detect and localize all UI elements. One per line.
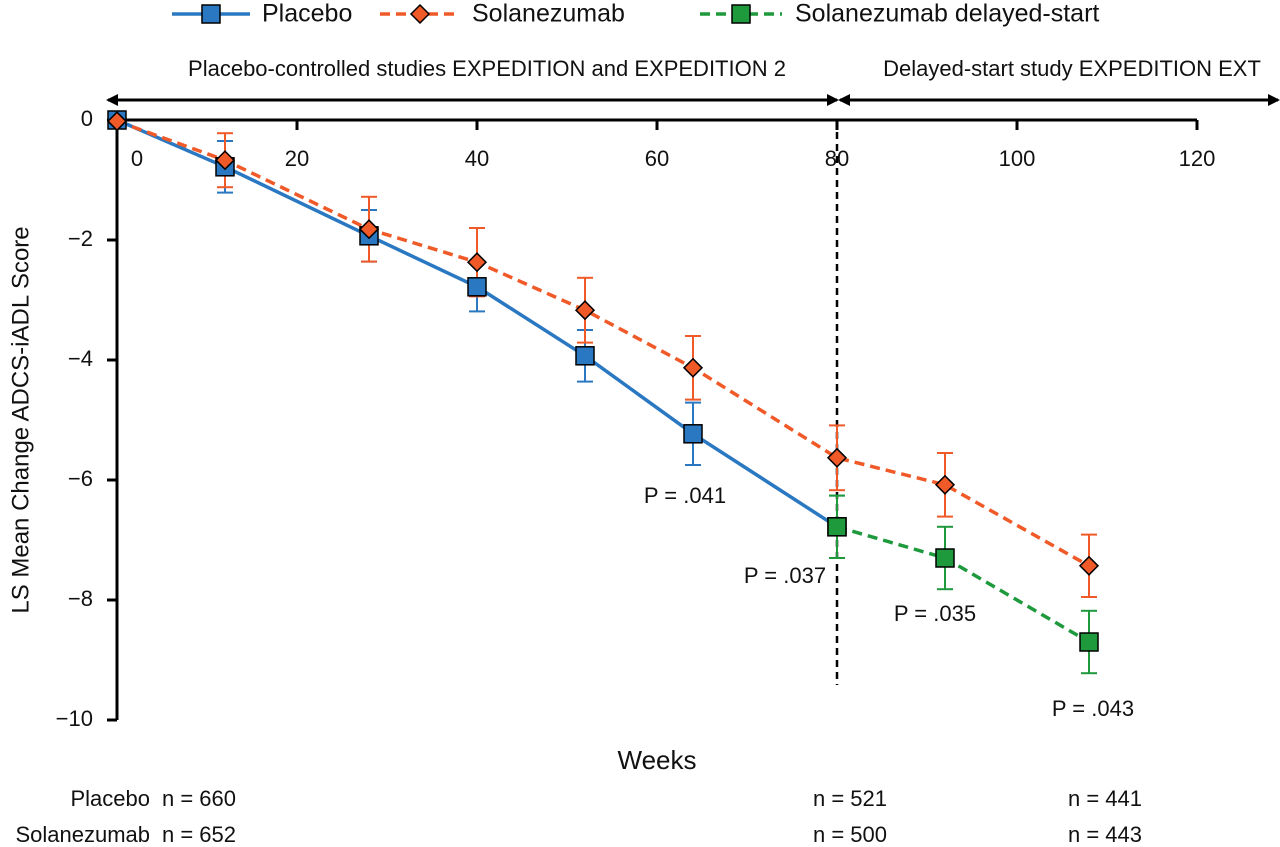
x-tick-label: 20	[285, 146, 309, 171]
y-tick-label: −8	[68, 586, 93, 611]
n-cell: n = 443	[1068, 822, 1142, 847]
marker	[826, 447, 848, 468]
legend-label: Solanezumab	[472, 0, 625, 28]
y-tick-label: −6	[68, 466, 93, 491]
y-tick-label: −4	[68, 346, 93, 371]
x-tick-label: 60	[645, 146, 669, 171]
marker	[683, 424, 703, 444]
x-tick-label: 0	[131, 146, 143, 171]
legend-label: Placebo	[262, 0, 352, 28]
p-value-annotation: P = .041	[644, 483, 726, 508]
marker	[827, 517, 847, 537]
marker	[467, 277, 487, 297]
marker	[466, 252, 488, 273]
x-tick-label: 40	[465, 146, 489, 171]
n-cell: n = 652	[162, 822, 236, 847]
n-row-label: Placebo	[70, 786, 150, 811]
marker	[106, 111, 128, 132]
p-value-annotation: P = .043	[1052, 696, 1134, 721]
period-label: Delayed-start study EXPEDITION EXT	[883, 56, 1261, 81]
p-value-annotation: P = .037	[744, 563, 826, 588]
p-value-annotation: P = .035	[894, 601, 976, 626]
y-tick-label: −2	[68, 226, 93, 251]
legend-marker	[731, 4, 751, 24]
marker	[934, 474, 956, 495]
legend-label: Solanezumab delayed-start	[795, 0, 1099, 28]
marker	[682, 357, 704, 378]
marker	[214, 150, 236, 171]
marker	[1078, 555, 1100, 576]
y-tick-label: −10	[56, 706, 93, 731]
x-tick-label: 100	[999, 146, 1036, 171]
period-label: Placebo-controlled studies EXPEDITION an…	[188, 56, 786, 81]
legend-marker	[201, 4, 221, 24]
y-axis-title: LS Mean Change ADCS-iADL Score	[7, 226, 34, 613]
marker	[574, 300, 596, 321]
legend-marker	[409, 3, 431, 25]
series-line	[116, 119, 1090, 568]
y-tick-label: 0	[81, 106, 93, 131]
x-tick-label: 120	[1179, 146, 1216, 171]
n-cell: n = 500	[813, 822, 887, 847]
marker	[358, 219, 380, 240]
n-cell: n = 521	[813, 786, 887, 811]
x-axis-title: Weeks	[618, 745, 697, 775]
n-cell: n = 660	[162, 786, 236, 811]
marker	[935, 548, 955, 568]
marker	[575, 346, 595, 366]
marker	[1079, 632, 1099, 652]
n-cell: n = 441	[1068, 786, 1142, 811]
n-row-label: Solanezumab	[15, 822, 150, 847]
